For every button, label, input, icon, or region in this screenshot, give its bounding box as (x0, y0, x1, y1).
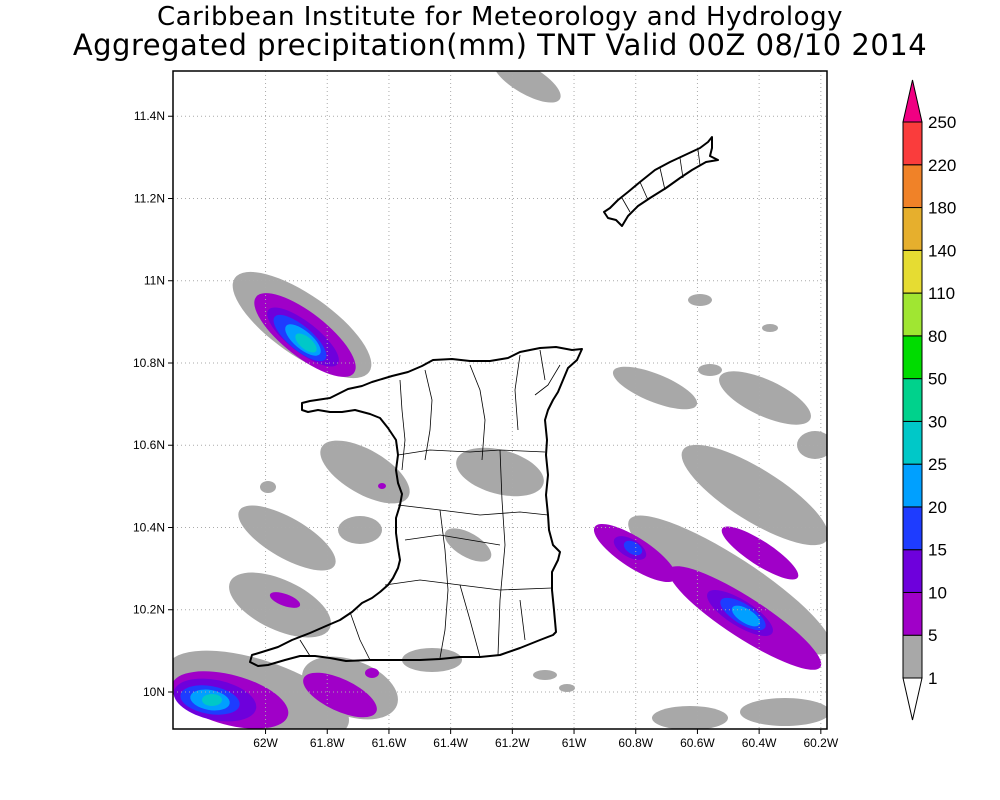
colorbar-bin (902, 506, 923, 551)
colorbar-bin (902, 378, 923, 422)
colorbar-level-label: 250 (928, 113, 956, 132)
land-boundaries (249, 136, 719, 667)
colorbar-bin (902, 463, 923, 508)
colorbar-bin (902, 335, 923, 380)
colorbar-level-label: 15 (928, 541, 947, 560)
lon-tick-label: 61.8W (310, 736, 345, 750)
administrative-boundaries (299, 149, 701, 661)
colorbar-level-label: 25 (928, 455, 947, 474)
colorbar-bin (902, 634, 923, 679)
lon-tick-label: 61.6W (372, 736, 407, 750)
colorbar-bin (902, 549, 923, 593)
colorbar-bin (902, 677, 923, 721)
tobago-coastline (603, 136, 719, 227)
lat-tick-label: 11.2N (134, 191, 165, 205)
lon-tick-label: 61W (562, 736, 587, 750)
precip-1-5mm (173, 71, 827, 729)
lat-tick-label: 10.8N (133, 356, 165, 370)
precipitation-shading (173, 71, 827, 729)
lat-tick-label: 10.6N (133, 438, 165, 452)
lat-tick-label: 11.4N (134, 109, 165, 123)
colorbar-level-label: 110 (928, 284, 955, 303)
colorbar-bin (902, 121, 923, 166)
lon-tick-label: 60.4W (742, 736, 777, 750)
colorbar-bin (902, 164, 923, 209)
precip-25-30mm (202, 333, 317, 706)
colorbar-bin (902, 591, 923, 636)
colorbar-bin (902, 420, 923, 465)
colorbar-level-label: 30 (928, 412, 947, 431)
lat-tick-label: 10.4N (133, 520, 165, 534)
lon-tick-label: 61.4W (433, 736, 468, 750)
colorbar-bin (902, 207, 923, 251)
longitude-tick-labels: 62W 61.8W 61.6W 61.4W 61.2W 61W 60.8W 60.6W 60.4… (253, 729, 839, 750)
colorbar-level-label: 50 (928, 370, 947, 389)
lon-tick-label: 62W (253, 736, 278, 750)
lon-tick-label: 60.6W (680, 736, 715, 750)
colorbar-level-label: 10 (928, 583, 947, 602)
lat-tick-label: 11N (144, 274, 165, 288)
graticule (173, 71, 827, 729)
lat-tick-label: 10N (143, 685, 165, 699)
colorbar-level-label: 5 (928, 626, 937, 645)
map-frame (172, 70, 828, 730)
colorbar-level-label: 20 (928, 498, 947, 517)
lat-tick-label: 10.2N (133, 603, 165, 617)
chart-subtitle: Aggregated precipitation(mm) TNT Valid 0… (72, 28, 928, 62)
colorbar-bin (902, 292, 923, 337)
colorbar-level-label: 180 (928, 199, 956, 218)
colorbar-level-label: 140 (928, 241, 956, 260)
lon-tick-label: 61.2W (495, 736, 530, 750)
colorbar-level-label: 220 (928, 156, 956, 175)
lon-tick-label: 60.8W (618, 736, 653, 750)
lon-tick-label: 60.2W (803, 736, 838, 750)
colorbar-level-label: 1 (928, 669, 937, 688)
latitude-tick-labels: 10N 10.2N 10.4N 10.6N 10.8N 11N 11.2N 11.4N (133, 109, 173, 699)
colorbar-bin (902, 79, 923, 123)
colorbar-bin (902, 249, 923, 294)
chart-title: Caribbean Institute for Meteorology and … (157, 2, 843, 32)
colorbar-level-label: 80 (928, 327, 947, 346)
